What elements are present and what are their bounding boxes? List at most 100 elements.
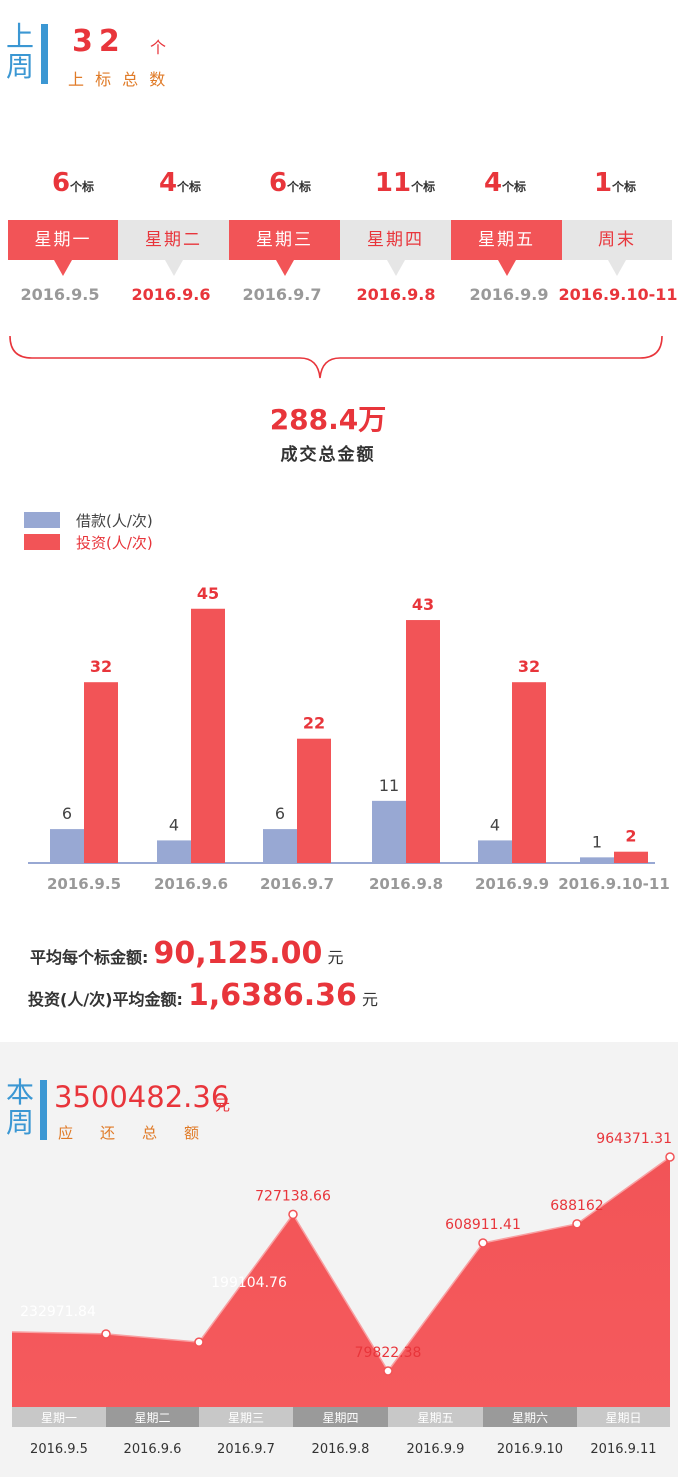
weekday-cell-label-5: 星期五	[417, 1411, 453, 1425]
stat-avg-per-loan-unit: 元	[327, 948, 344, 967]
bar-value-loan-3: 6	[275, 804, 285, 823]
bar-loan-2	[157, 840, 191, 863]
this-week-total: 3500482.36	[54, 1080, 230, 1114]
area-value-label-7: 964371.31	[596, 1131, 672, 1147]
bar-value-invest-3: 22	[303, 714, 325, 733]
area-value-label-5: 608911.41	[445, 1217, 521, 1233]
bar-value-loan-6: 1	[592, 832, 602, 851]
weekday-cell-1	[12, 1407, 106, 1427]
legend-label-1: 借款(人/次)	[76, 512, 153, 530]
area-date-label-5: 2016.9.9	[407, 1442, 465, 1457]
stat-avg-per-invest-label: 投资(人/次)平均金额:	[28, 990, 183, 1009]
area-point-3	[288, 1209, 298, 1220]
weekday-cell-3	[199, 1407, 293, 1427]
weekday-cell-4	[293, 1407, 388, 1427]
stat-avg-per-loan: 平均每个标金额: 90,125.00 元	[30, 936, 344, 971]
legend-swatch-2	[24, 534, 60, 550]
bar-invest-3	[297, 738, 331, 863]
date-weekend: 2016.9.10-11	[558, 285, 678, 304]
bar-category-label-1: 2016.9.5	[47, 875, 121, 893]
last-week-total-unit: 个	[150, 38, 167, 57]
day-count-tue: 4个标	[158, 168, 202, 198]
last-week-total-label: 上 标 总 数	[68, 70, 169, 89]
bar-invest-4	[406, 620, 440, 863]
area-date-label-7: 2016.9.11	[590, 1442, 656, 1457]
area-fill	[12, 1157, 670, 1407]
stat-avg-per-invest: 投资(人/次)平均金额: 1,6386.36 元	[28, 978, 378, 1013]
date-mon: 2016.9.5	[20, 285, 100, 304]
area-date-label-3: 2016.9.7	[217, 1442, 275, 1457]
area-point-7	[665, 1152, 675, 1162]
date-wed: 2016.9.7	[242, 285, 322, 304]
total-amount: 288.4万	[269, 403, 387, 436]
stat-avg-per-loan-value: 90,125.00	[153, 936, 323, 971]
weekday-cell-6	[483, 1407, 577, 1427]
bar-invest-2	[191, 608, 225, 863]
bar-category-label-5: 2016.9.9	[475, 875, 549, 893]
day-count-wed: 6个标	[268, 168, 312, 198]
bar-value-loan-4: 11	[379, 776, 399, 795]
brace-divider	[9, 335, 663, 379]
area-point-1	[101, 1329, 111, 1339]
weekday-mon: 星期一	[8, 220, 118, 276]
bar-invest-5	[512, 682, 546, 863]
bar-value-invest-4: 43	[412, 595, 434, 614]
this-week-side-bar	[40, 1080, 47, 1140]
date-tue: 2016.9.6	[131, 285, 211, 304]
weekday-fri: 星期五	[451, 220, 562, 276]
bar-category-label-6: 2016.9.10-11	[558, 875, 670, 893]
area-point-4	[383, 1366, 393, 1376]
last-week-side-top: 上	[6, 20, 35, 53]
bar-invest-6	[614, 851, 648, 863]
bar-loan-1	[50, 829, 84, 863]
weekday-wed: 星期三	[229, 220, 340, 276]
area-point-6	[572, 1219, 582, 1229]
area-date-label-2: 2016.9.6	[124, 1442, 182, 1457]
area-value-label-2: 199104.76	[211, 1275, 287, 1291]
total-amount-label: 成交总金额	[280, 445, 376, 465]
weekday-cell-label-4: 星期四	[322, 1411, 358, 1425]
legend-swatch-1	[24, 512, 60, 528]
bar-category-label-4: 2016.9.8	[369, 875, 443, 893]
day-count-thu: 11个标	[374, 168, 436, 198]
area-value-label-4: 79822.38	[355, 1345, 422, 1361]
bar-category-label-2: 2016.9.6	[154, 875, 228, 893]
bar-loan-6	[580, 857, 614, 863]
area-date-label-4: 2016.9.8	[312, 1442, 370, 1457]
bar-loan-5	[478, 840, 512, 863]
weekday-thu: 星期四	[340, 220, 451, 276]
day-count-mon: 6个标	[51, 168, 95, 198]
bar-category-label-3: 2016.9.7	[260, 875, 334, 893]
area-value-label-1: 232971.84	[20, 1304, 96, 1320]
weekday-tue: 星期二	[118, 220, 229, 276]
bar-value-loan-1: 6	[62, 804, 72, 823]
area-chart: 星期一 2016.9.5 星期二 2016.9.6 星期三 2016.9.7 星期四 2016…	[11, 1131, 675, 1457]
weekday-cell-5	[388, 1407, 483, 1427]
area-line	[11, 1156, 671, 1373]
bar-value-invest-5: 32	[518, 657, 540, 676]
weekday-cell-label-6: 星期六	[512, 1411, 548, 1425]
weekday-weekend: 周末	[562, 220, 672, 276]
area-date-label-1: 2016.9.5	[30, 1442, 88, 1457]
weekday-cell-label-1: 星期一	[41, 1411, 77, 1425]
legend-label-2: 投资(人/次)	[76, 534, 153, 552]
bar-value-loan-5: 4	[490, 815, 500, 834]
last-week-total: 32	[72, 24, 126, 59]
last-week-side-bar	[41, 24, 48, 84]
bar-loan-3	[263, 829, 297, 863]
stat-avg-per-loan-label: 平均每个标金额:	[30, 948, 149, 967]
area-date-label-6: 2016.9.10	[497, 1442, 563, 1457]
last-week-side-bottom: 周	[6, 50, 35, 83]
weekday-cell-2	[106, 1407, 199, 1427]
day-count-fri: 4个标	[483, 168, 527, 198]
this-week-side-bottom: 周	[6, 1106, 35, 1139]
weekday-row: 星期一 星期二 星期三 星期四 星期五 周末	[8, 220, 672, 276]
bar-value-loan-2: 4	[169, 815, 179, 834]
this-week-side-top: 本	[6, 1076, 35, 1109]
date-thu: 2016.9.8	[356, 285, 436, 304]
weekday-cell-label-7: 星期日	[605, 1411, 641, 1425]
weekday-cell-7	[577, 1407, 670, 1427]
this-week-total-label: 应 还 总 额	[58, 1124, 206, 1142]
date-fri: 2016.9.9	[469, 285, 549, 304]
stat-avg-per-invest-unit: 元	[361, 990, 378, 1009]
